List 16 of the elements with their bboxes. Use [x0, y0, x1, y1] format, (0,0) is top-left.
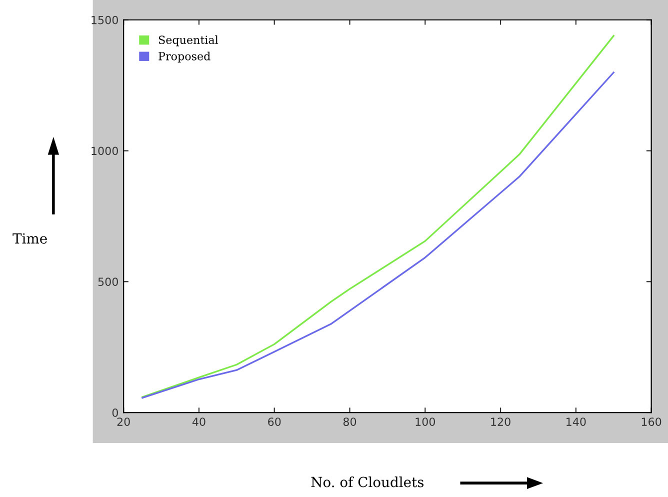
- legend-label: Sequential: [158, 35, 218, 46]
- x-axis-title: No. of Cloudlets: [311, 476, 424, 488]
- x-tick-label: 80: [343, 418, 356, 426]
- legend-label: Proposed: [158, 52, 210, 62]
- y-tick-label: 0: [112, 408, 118, 417]
- x-tick-label: 20: [117, 418, 130, 426]
- y-tick-label: 500: [98, 278, 118, 286]
- y-tick-label: 1500: [92, 16, 118, 24]
- x-tick-label: 100: [416, 418, 435, 426]
- y-tick-label: 1000: [92, 146, 118, 156]
- x-tick-label: 60: [268, 418, 281, 426]
- y-axis-title: Time: [12, 233, 47, 244]
- x-tick-label: 160: [642, 418, 662, 426]
- x-tick-label: 140: [566, 418, 586, 426]
- x-tick-label: 40: [192, 418, 206, 426]
- x-tick-label: 120: [491, 418, 510, 426]
